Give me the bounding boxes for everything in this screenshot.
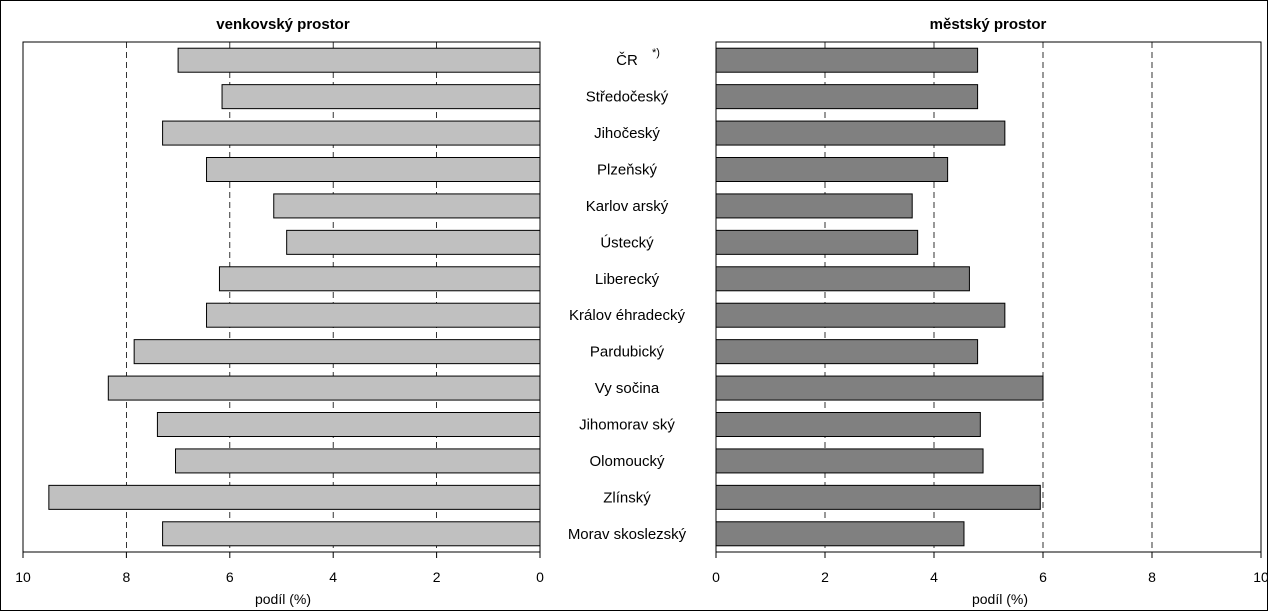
category-label: Jihočeský: [594, 125, 660, 142]
right-bar: [715, 484, 1041, 510]
category-label: Liberecký: [595, 271, 660, 288]
left-bar: [221, 84, 541, 110]
left-bar: [206, 302, 541, 328]
left-x-ticks: 10 8 6 4 2 0: [15, 552, 544, 585]
right-x-axis-label: podíl (%): [972, 591, 1028, 607]
right-bar: [715, 521, 965, 547]
right-bar: [715, 157, 949, 182]
right-tick-label: 4: [930, 569, 938, 585]
left-chart-title: venkovský prostor: [216, 16, 350, 33]
right-bar: [715, 229, 919, 255]
right-bar: [715, 412, 981, 437]
left-tick-label: 4: [329, 569, 337, 585]
category-label: Pardubický: [590, 344, 665, 361]
left-bar: [48, 484, 541, 510]
left-x-axis-label: podíl (%): [255, 591, 311, 607]
left-tick-label: 10: [15, 569, 31, 585]
ccr-footnote-marker: *): [652, 47, 660, 59]
right-bar: [715, 120, 1006, 146]
left-bar: [156, 412, 541, 437]
left-bar: [177, 47, 541, 73]
right-tick-label: 10: [1253, 569, 1268, 585]
category-labels: ČR *) Středočeský Jihočeský Plzeňský Karlov a…: [568, 47, 687, 543]
left-tick-label: 6: [226, 569, 234, 585]
category-label: Jihomorav ský: [579, 417, 675, 434]
left-tick-label: 2: [433, 569, 441, 585]
right-bars: [715, 47, 1044, 547]
category-label: ČR: [616, 52, 638, 69]
category-label: Morav skoslezský: [568, 526, 687, 543]
left-bar: [286, 229, 541, 255]
right-panel: městský prostor 0 2 4 6 8 10 podíl (%): [712, 16, 1268, 607]
category-label: Ústecký: [600, 234, 654, 251]
right-bar: [715, 339, 979, 365]
left-bar: [133, 339, 541, 365]
right-tick-label: 8: [1148, 569, 1156, 585]
left-bar: [218, 266, 541, 292]
right-bar: [715, 266, 970, 292]
category-label: Olomoucký: [589, 453, 665, 470]
right-x-ticks: 0 2 4 6 8 10: [712, 552, 1268, 585]
right-bar: [715, 84, 979, 110]
left-tick-label: 8: [123, 569, 131, 585]
category-label: Vy sočina: [595, 380, 660, 397]
right-plot-frame: [715, 41, 1262, 553]
left-bar: [162, 521, 541, 547]
right-tick-label: 2: [821, 569, 829, 585]
right-tick-label: 6: [1039, 569, 1047, 585]
left-bars: [48, 47, 541, 547]
right-bar: [715, 375, 1044, 401]
category-label: Karlov arský: [586, 198, 669, 215]
left-bar: [206, 157, 541, 182]
left-tick-label: 0: [536, 569, 544, 585]
left-bar: [175, 448, 541, 474]
right-chart-title: městský prostor: [930, 16, 1047, 33]
right-bar: [715, 448, 984, 474]
left-panel: venkovský prostor 10 8 6 4 2 0 podíl (%): [15, 16, 544, 607]
category-label: Králov éhradecký: [569, 307, 685, 324]
right-tick-label: 0: [712, 569, 720, 585]
category-label: Plzeňský: [597, 162, 658, 179]
left-bar: [162, 120, 541, 146]
right-bar: [715, 302, 1006, 328]
right-bar: [715, 47, 979, 73]
right-bar: [715, 193, 913, 219]
left-plot-frame: [22, 41, 541, 553]
left-bar: [273, 193, 541, 219]
category-label: Zlínský: [603, 489, 651, 506]
category-label: Středočeský: [586, 89, 669, 106]
left-bar: [107, 375, 541, 401]
